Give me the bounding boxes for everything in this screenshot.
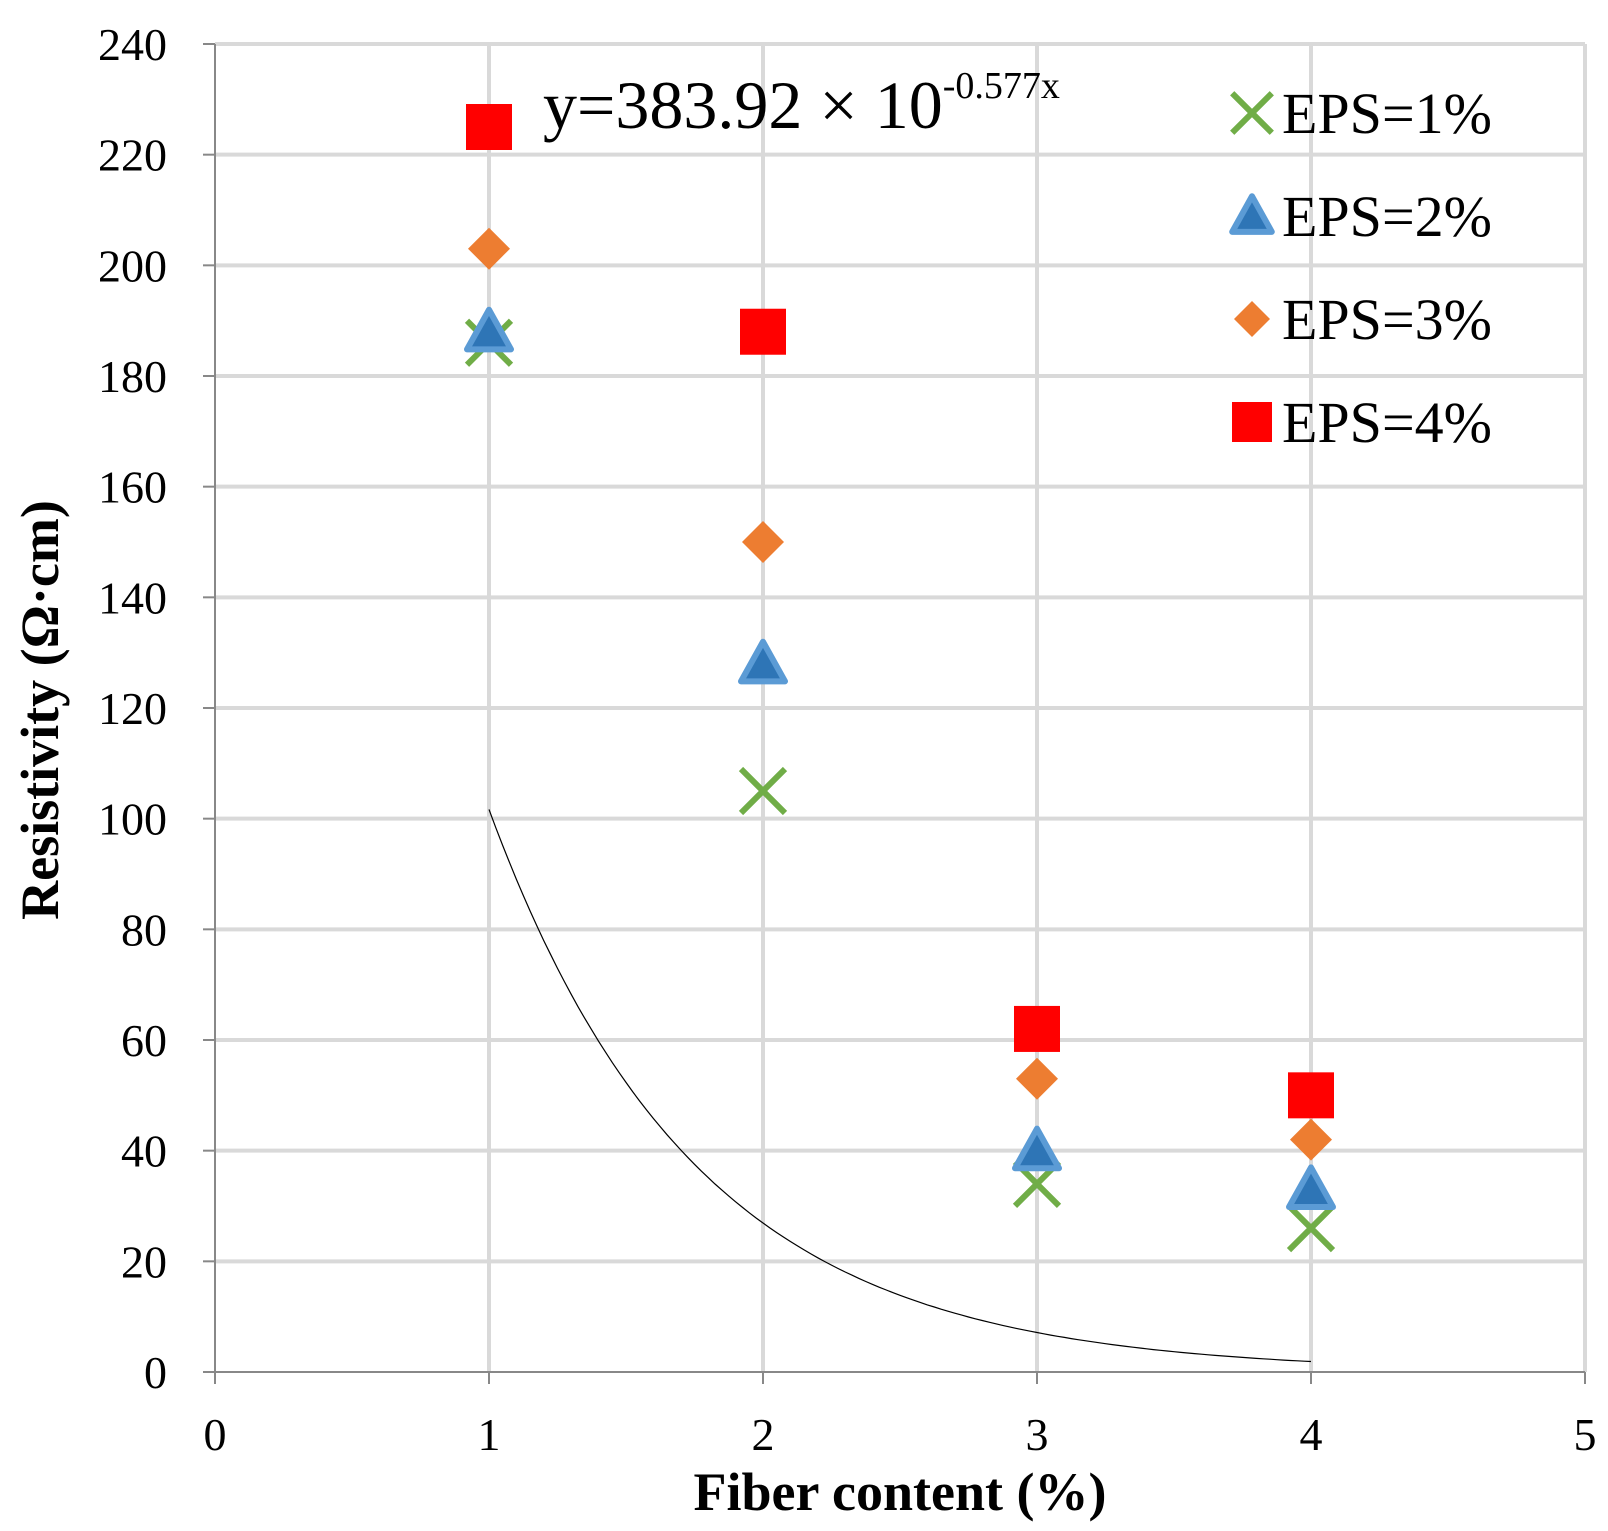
y-axis-title: Resistivity (Ω·cm) (10, 500, 70, 920)
legend-entry: EPS=4% (1232, 390, 1492, 455)
y-tick-label: 240 (98, 19, 167, 70)
series-2 (464, 306, 1336, 1210)
x-tick-label: 3 (1026, 1409, 1049, 1460)
data-point (738, 638, 788, 685)
y-tick-label: 60 (121, 1015, 167, 1066)
y-tick-label: 100 (98, 794, 167, 845)
y-tick-label: 0 (144, 1347, 167, 1398)
x-tick-label: 0 (204, 1409, 227, 1460)
axes (203, 43, 1586, 1384)
y-tick-label: 140 (98, 572, 167, 623)
data-point (740, 308, 786, 355)
data-point (468, 227, 510, 270)
data-point (738, 766, 788, 816)
legend-entry: EPS=3% (1234, 287, 1492, 352)
y-tick-label: 40 (121, 1126, 167, 1177)
legend-marker (1232, 402, 1272, 442)
gridlines (215, 42, 1587, 1372)
data-point (464, 306, 514, 353)
trendline (488, 809, 1312, 1363)
y-tick-labels: 0 20 40 60 80 100 120 140 160 180 200 220 240 (98, 19, 167, 1398)
series-3 (468, 227, 1332, 1161)
x-tick-label: 1 (478, 1409, 501, 1460)
data-point (1012, 1125, 1062, 1172)
legend-marker (1229, 193, 1275, 235)
data-point (1016, 1057, 1058, 1100)
y-tick-label: 200 (98, 240, 167, 291)
data-point (742, 521, 784, 563)
legend-marker (1230, 91, 1274, 135)
x-tick-label: 4 (1300, 1409, 1323, 1460)
x-tick-label: 2 (752, 1409, 775, 1460)
data-point (1290, 1118, 1332, 1161)
y-tick-label: 80 (121, 904, 167, 955)
legend-entry: EPS=1% (1230, 81, 1492, 146)
data-point (466, 104, 512, 150)
data-point (1286, 1164, 1336, 1210)
legend-label: EPS=3% (1282, 287, 1492, 352)
x-tick-label: 5 (1574, 1409, 1597, 1460)
data-point (1288, 1072, 1334, 1119)
trendline-equation: y=383.92 × 10-0.577x (543, 65, 1060, 143)
data-point (1286, 1204, 1336, 1253)
legend: EPS=1% EPS=2% EPS=3% EPS=4% (1229, 81, 1492, 455)
x-tick-labels: 0 1 2 3 4 5 (204, 1409, 1597, 1460)
y-tick-label: 120 (98, 683, 167, 734)
data-points (464, 104, 1336, 1253)
legend-label: EPS=1% (1282, 81, 1492, 146)
legend-marker (1234, 301, 1270, 337)
trendline-equation-exponent: -0.577x (943, 65, 1060, 107)
trendline-equation-main: y=383.92 × 10 (543, 67, 943, 143)
legend-label: EPS=4% (1282, 390, 1492, 455)
y-tick-label: 160 (98, 462, 167, 513)
y-tick-label: 220 (98, 130, 167, 181)
y-tick-label: 180 (98, 351, 167, 402)
data-point (1014, 1005, 1060, 1052)
legend-label: EPS=2% (1282, 184, 1492, 249)
series-4 (466, 104, 1334, 1119)
legend-entry: EPS=2% (1229, 184, 1492, 249)
x-axis-title: Fiber content (%) (694, 1462, 1107, 1522)
y-tick-label: 20 (121, 1236, 167, 1287)
